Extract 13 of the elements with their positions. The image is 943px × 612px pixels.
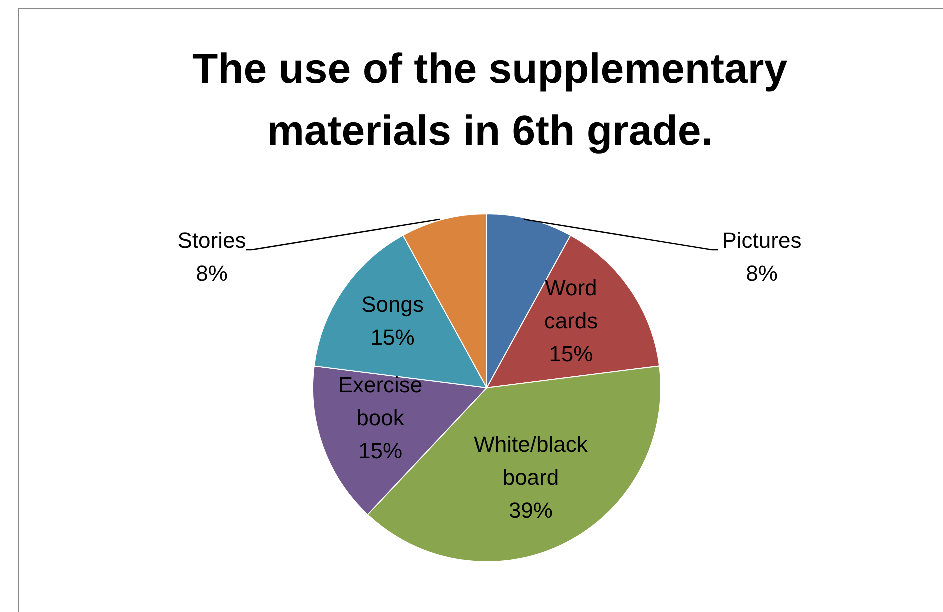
slice-label: White/black board xyxy=(474,432,589,490)
data-label: 15% xyxy=(358,438,403,464)
slice-label: Word cards xyxy=(544,275,598,334)
slice-label: Pictures xyxy=(722,228,802,253)
data-label: 15% xyxy=(370,324,415,350)
data-label: 8% xyxy=(196,260,228,286)
slice-label: Exercise book xyxy=(338,372,423,430)
chart-title: The use of the supplementary materials in 6th grade. xyxy=(191,44,789,156)
slice-label: Songs xyxy=(362,292,424,317)
slice-label: Stories xyxy=(178,228,246,253)
data-label: 39% xyxy=(508,498,553,523)
data-label: 8% xyxy=(746,260,778,286)
data-label: 15% xyxy=(549,341,594,366)
